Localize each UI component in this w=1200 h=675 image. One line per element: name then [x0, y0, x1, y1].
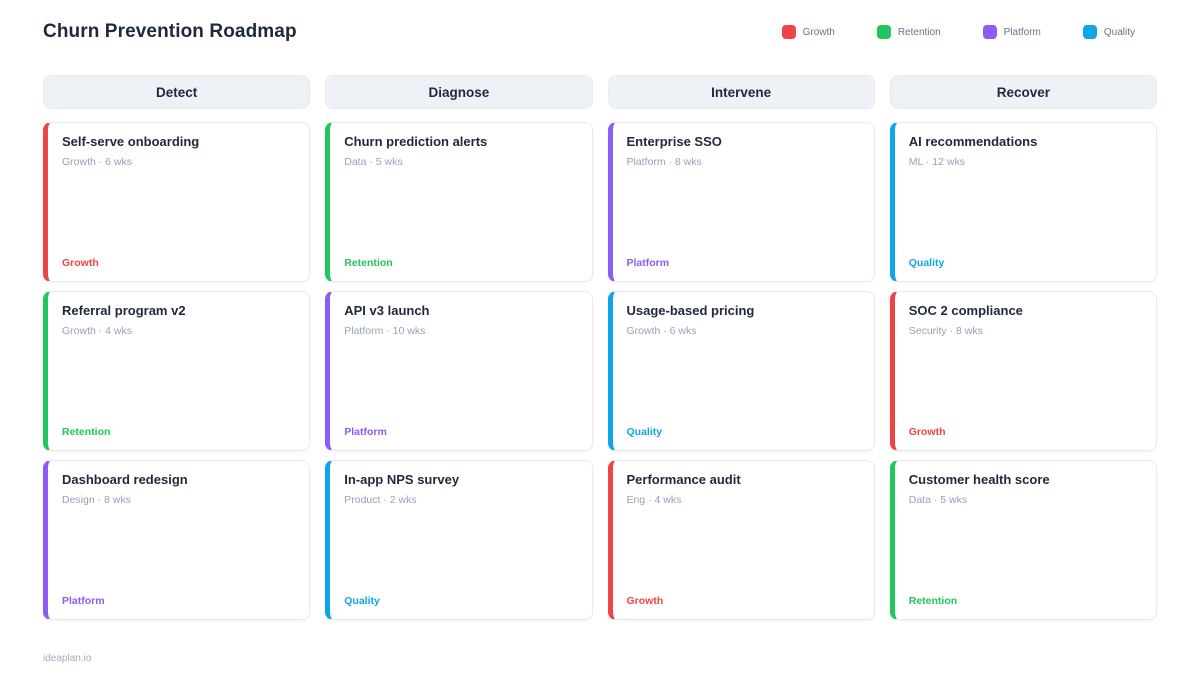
legend-label: Retention [897, 26, 941, 38]
card-tag: Retention [908, 595, 958, 607]
top-bar: Churn Prevention Roadmap Growth Retentio… [43, 18, 1157, 46]
column-header-detect: Detect [43, 75, 311, 109]
card-title: Referral program v2 [62, 303, 186, 318]
card-title: Performance audit [626, 472, 741, 487]
roadmap-card[interactable]: Enterprise SSO Platform · 8 wks Platform [607, 122, 875, 282]
card-meta: Growth · 6 wks [62, 156, 133, 168]
card-title: API v3 launch [344, 303, 430, 318]
footer-brand: ideaplan.io [43, 653, 92, 664]
roadmap-card[interactable]: In-app NPS survey Product · 2 wks Qualit… [325, 460, 593, 620]
card-tag: Retention [62, 426, 111, 438]
legend-item-growth: Growth [781, 25, 835, 39]
column-recover: Recover AI recommendations ML · 12 wks Q… [889, 75, 1157, 629]
column-header-intervene: Intervene [607, 75, 875, 109]
roadmap-card[interactable]: AI recommendations ML · 12 wks Quality [889, 122, 1157, 282]
quality-swatch-icon [1082, 25, 1097, 39]
roadmap-card[interactable]: Customer health score Data · 5 wks Reten… [889, 460, 1157, 620]
legend-item-quality: Quality [1082, 25, 1135, 39]
column-header-diagnose: Diagnose [325, 75, 593, 109]
roadmap-card[interactable]: Dashboard redesign Design · 8 wks Platfo… [43, 460, 311, 620]
roadmap-card[interactable]: Self-serve onboarding Growth · 6 wks Gro… [43, 122, 311, 282]
page-title: Churn Prevention Roadmap [43, 21, 297, 42]
card-tag: Platform [344, 426, 387, 438]
legend-item-retention: Retention [876, 25, 941, 39]
column-header-recover: Recover [889, 75, 1157, 109]
card-title: Dashboard redesign [62, 472, 188, 487]
roadmap-card[interactable]: Usage-based pricing Growth · 6 wks Quali… [607, 291, 875, 451]
card-tag: Quality [626, 426, 663, 438]
column-intervene: Intervene Enterprise SSO Platform · 8 wk… [607, 75, 875, 629]
legend-label: Growth [802, 26, 835, 38]
column-diagnose: Diagnose Churn prediction alerts Data · … [325, 75, 593, 629]
card-meta: Platform · 10 wks [344, 325, 426, 337]
card-meta: Eng · 4 wks [626, 494, 682, 506]
card-title: Churn prediction alerts [344, 134, 488, 149]
legend: Growth Retention Platform Quality [781, 25, 1157, 39]
card-meta: Data · 5 wks [344, 156, 403, 168]
card-meta: Platform · 8 wks [626, 156, 702, 168]
card-meta: Design · 8 wks [62, 494, 131, 506]
card-tag: Quality [908, 257, 945, 269]
card-title: Customer health score [908, 472, 1050, 487]
card-tag: Retention [344, 257, 393, 269]
roadmap-card[interactable]: SOC 2 compliance Security · 8 wks Growth [889, 291, 1157, 451]
roadmap-card[interactable]: Performance audit Eng · 4 wks Growth [607, 460, 875, 620]
roadmap-board: Detect Self-serve onboarding Growth · 6 … [43, 75, 1157, 629]
column-detect: Detect Self-serve onboarding Growth · 6 … [43, 75, 311, 629]
card-title: SOC 2 compliance [908, 303, 1023, 318]
card-tag: Growth [626, 595, 664, 607]
roadmap-card[interactable]: Referral program v2 Growth · 4 wks Reten… [43, 291, 311, 451]
card-title: Enterprise SSO [626, 134, 722, 149]
retention-swatch-icon [876, 25, 891, 39]
card-meta: Growth · 4 wks [62, 325, 133, 337]
legend-item-platform: Platform [982, 25, 1041, 39]
card-title: Usage-based pricing [626, 303, 755, 318]
roadmap-card[interactable]: API v3 launch Platform · 10 wks Platform [325, 291, 593, 451]
roadmap-card[interactable]: Churn prediction alerts Data · 5 wks Ret… [325, 122, 593, 282]
legend-label: Quality [1103, 26, 1135, 38]
card-title: In-app NPS survey [344, 472, 460, 487]
card-meta: Growth · 6 wks [626, 325, 697, 337]
platform-swatch-icon [982, 25, 997, 39]
card-meta: Product · 2 wks [344, 494, 417, 506]
card-meta: Security · 8 wks [908, 325, 983, 337]
card-tag: Quality [344, 595, 380, 607]
legend-label: Platform [1003, 26, 1041, 38]
card-meta: Data · 5 wks [908, 494, 968, 506]
card-meta: ML · 12 wks [908, 156, 965, 168]
card-tag: Growth [908, 426, 946, 438]
card-title: AI recommendations [908, 134, 1038, 149]
card-tag: Platform [62, 595, 105, 607]
card-tag: Platform [626, 257, 670, 269]
card-title: Self-serve onboarding [62, 134, 200, 149]
growth-swatch-icon [781, 25, 796, 39]
card-tag: Growth [62, 257, 99, 269]
